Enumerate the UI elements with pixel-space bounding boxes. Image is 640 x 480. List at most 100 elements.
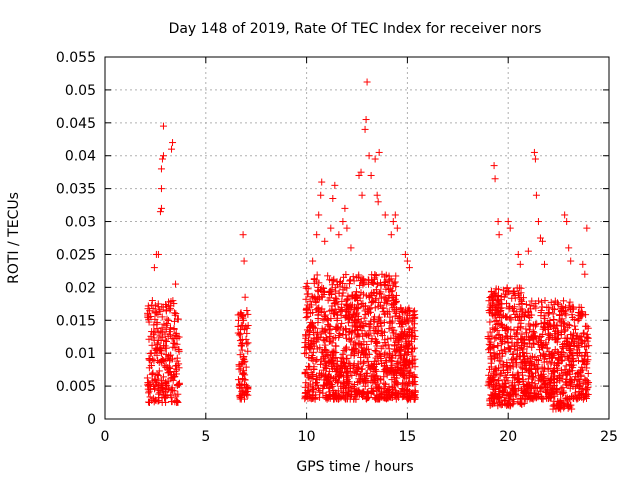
data-point [326,391,334,399]
data-point [351,339,359,347]
data-point [374,303,382,311]
data-point [502,348,510,356]
data-point [364,345,372,353]
data-point [347,351,355,359]
x-tick-label: 10 [298,429,316,445]
data-point [531,155,539,163]
data-point [373,280,381,288]
data-point [155,397,163,405]
data-point [144,398,152,406]
data-point [348,328,356,336]
data-point [407,368,415,376]
data-point [350,317,358,325]
data-point [167,304,175,312]
data-point [339,355,347,363]
data-point [159,373,167,381]
data-point [335,394,343,402]
data-point [241,380,249,388]
data-point [359,389,367,397]
data-point [325,358,333,366]
data-point [514,398,522,406]
data-point [144,379,152,387]
data-point [153,370,161,378]
data-point [378,270,386,278]
y-tick-label: 0.015 [56,313,96,329]
data-point [359,299,367,307]
data-point [392,272,400,280]
data-point [240,257,248,265]
data-point [497,320,505,328]
data-point [505,345,513,353]
data-point [322,364,330,372]
data-point [163,320,171,328]
data-point [307,318,315,326]
data-point [411,363,419,371]
data-point [486,328,494,336]
data-point [174,398,182,406]
data-point [168,145,176,153]
data-point [153,325,161,333]
y-tick-label: 0.05 [65,83,96,99]
data-point [319,336,327,344]
data-point [301,369,309,377]
data-point [401,347,409,355]
data-point [390,326,398,334]
data-point [321,237,329,245]
data-point [409,324,417,332]
data-point [145,355,153,363]
data-point [317,191,325,199]
data-point [395,341,403,349]
data-point [157,380,165,388]
data-point [348,371,356,379]
data-point [362,375,370,383]
x-axis-label: GPS time / hours [296,459,413,475]
data-point [359,359,367,367]
data-point [175,360,183,368]
data-point [377,376,385,384]
data-point [337,307,345,315]
data-point [351,312,359,320]
data-point [343,307,351,315]
data-point [167,386,175,394]
data-point [391,211,399,219]
data-point [380,328,388,336]
data-point [240,367,248,375]
data-point [357,318,365,326]
data-point [348,293,356,301]
data-point [410,335,418,343]
data-point [378,359,386,367]
data-point [243,306,251,314]
data-point [158,394,166,402]
data-point [333,316,341,324]
data-point [358,327,366,335]
data-point [166,306,174,314]
data-point [494,218,502,226]
data-point [326,287,334,295]
data-point [157,165,165,173]
data-point [165,369,173,377]
data-point [398,328,406,336]
data-point [490,326,498,334]
data-point [402,319,410,327]
data-point [301,383,309,391]
data-point [491,324,499,332]
data-point [330,360,338,368]
data-point [377,329,385,337]
data-point [347,337,355,345]
data-point [411,381,419,389]
data-point [343,376,351,384]
data-point [342,306,350,314]
data-point [304,285,312,293]
data-point [377,344,385,352]
data-point [325,367,333,375]
y-tick-label: 0.005 [56,379,96,395]
data-point [347,244,355,252]
data-point [378,390,386,398]
data-point [318,348,326,356]
data-point [172,280,180,288]
data-point [333,295,341,303]
data-point [375,313,383,321]
data-point [550,316,558,324]
data-point [365,305,373,313]
data-point [308,292,316,300]
